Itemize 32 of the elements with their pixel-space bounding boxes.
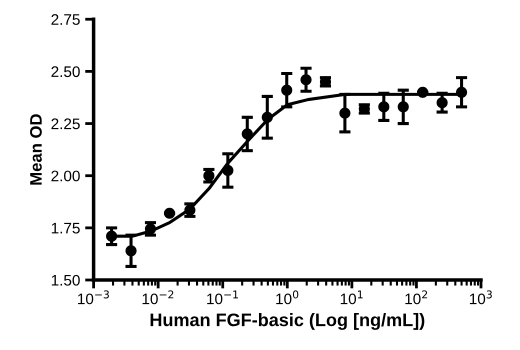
x-tick-label: 10$^{2}$: [405, 290, 428, 304]
y-tick-label: 1.75: [52, 222, 80, 234]
x-tick-label: 10$^{0}$: [276, 290, 298, 304]
point: [106, 230, 118, 242]
point: [164, 208, 176, 219]
x-tick-label: 10$^{1}$: [340, 290, 363, 304]
y-tick-label: 2.75: [51, 14, 80, 25]
y-tick-label: 2.25: [51, 118, 80, 130]
point: [417, 86, 428, 98]
x-tick-label: 10$^{−3}$: [78, 290, 109, 304]
point: [203, 170, 214, 182]
x-tick-label: 10$^{3}$: [470, 290, 492, 304]
x-tick-label: 10$^{−2}$: [142, 290, 174, 304]
point: [339, 108, 350, 119]
x-axis-title: Human FGF-basic (Log [ng/mL]): [150, 312, 424, 330]
point: [378, 101, 390, 112]
point: [144, 223, 156, 234]
point: [184, 204, 196, 216]
point: [456, 86, 468, 98]
point: [300, 74, 312, 86]
point: [436, 97, 448, 108]
y-tick-label: 1.50: [52, 274, 80, 286]
y-tick-label: 2.50: [51, 66, 80, 78]
point: [242, 128, 253, 140]
y-tick-label: 2.00: [51, 170, 80, 182]
point: [398, 101, 409, 112]
x-tick-label: 10$^{−1}$: [207, 290, 238, 304]
y-axis-title: Mean OD: [30, 114, 42, 185]
point: [222, 164, 234, 176]
point: [262, 112, 273, 123]
point: [125, 245, 137, 256]
point: [281, 84, 292, 96]
